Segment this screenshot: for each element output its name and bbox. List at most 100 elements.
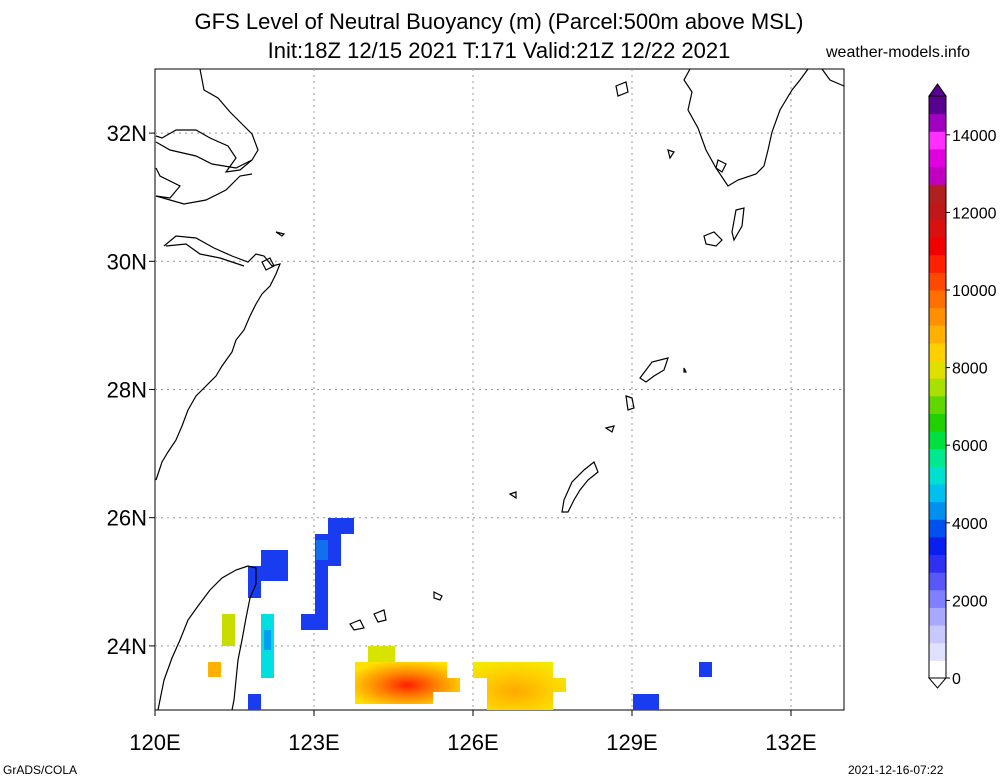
taiwan-coastline	[231, 565, 257, 711]
colorbar-segment	[929, 395, 946, 414]
lon-tick-label: 123E	[288, 730, 339, 755]
colorbar-segment	[929, 254, 946, 273]
colorbar-segment	[929, 96, 946, 115]
colorbar-label: 6000	[952, 438, 988, 455]
field-blob-warm	[473, 662, 566, 710]
colorbar-segment	[929, 431, 946, 450]
field-cell-hot	[368, 646, 395, 662]
japan-coastline	[821, 68, 845, 87]
colorbar-segment	[929, 360, 946, 379]
island	[667, 149, 675, 160]
china-coastline	[155, 68, 259, 173]
colorbar-label: 4000	[952, 516, 988, 533]
colorbar-segment	[929, 536, 946, 556]
island	[703, 231, 723, 247]
island	[683, 367, 687, 373]
colorbar-segment	[929, 660, 946, 679]
colorbar-segment	[929, 589, 946, 608]
timestamp-label: 2021-12-16-07:22	[848, 763, 944, 777]
field-shading	[208, 518, 712, 710]
field-blob-hot	[355, 662, 460, 704]
field-blue	[248, 550, 288, 598]
colorbar-segment	[929, 184, 946, 203]
colorbar-segment	[929, 554, 946, 573]
colorbar-label: 12000	[952, 205, 997, 222]
lat-tick-label: 32N	[107, 121, 147, 146]
credit-label: GrADS/COLA	[3, 763, 78, 777]
colorbar-segment	[929, 148, 946, 168]
colorbar-segment	[929, 342, 946, 362]
island	[604, 425, 615, 433]
chart-title: GFS Level of Neutral Buoyancy (m) (Parce…	[194, 9, 804, 34]
china-coastline	[155, 167, 181, 199]
china-coastline	[155, 235, 281, 481]
field-cell	[264, 630, 271, 650]
island	[561, 461, 599, 513]
colorbar-segment	[929, 607, 946, 626]
island	[731, 207, 745, 242]
colorbar-segment	[929, 325, 946, 344]
china-coastline	[165, 243, 245, 267]
site-label: weather-models.info	[826, 44, 971, 61]
field-blue	[633, 694, 659, 710]
colorbar-segment	[929, 113, 946, 132]
china-coastline	[155, 141, 253, 169]
field-blue	[699, 662, 712, 677]
lat-tick-label: 28N	[107, 378, 147, 403]
island	[275, 231, 286, 237]
colorbar-segment	[929, 519, 946, 538]
colorbar-min-arrow	[927, 677, 948, 689]
island	[373, 609, 387, 623]
lon-tick-label: 126E	[447, 730, 498, 755]
island	[433, 591, 443, 601]
colorbar-segment	[929, 307, 946, 326]
colorbar-label: 14000	[952, 128, 997, 145]
field-cell	[222, 614, 235, 646]
colorbar-label: 2000	[952, 593, 988, 610]
colorbar-segment	[929, 237, 946, 256]
lon-tick-label: 132E	[765, 730, 816, 755]
colorbar-segment	[929, 501, 946, 520]
island	[261, 257, 275, 271]
lat-tick-label: 24N	[107, 634, 147, 659]
colorbar-segment	[929, 625, 946, 644]
colorbar-segment	[929, 272, 946, 291]
lat-tick-label: 26N	[107, 506, 147, 531]
chart-subtitle: Init:18Z 12/15 2021 T:171 Valid:21Z 12/2…	[267, 38, 731, 63]
japan-coastline	[683, 68, 809, 187]
colorbar-segment	[929, 378, 946, 397]
island	[615, 81, 629, 97]
colorbar-label: 8000	[952, 361, 988, 378]
colorbar-label: 0	[952, 671, 961, 688]
colorbar-frame	[928, 95, 947, 679]
field-blue	[248, 694, 261, 710]
lon-tick-label: 120E	[129, 730, 180, 755]
plot-area	[154, 68, 845, 711]
lon-tick-label: 129E	[606, 730, 657, 755]
colorbar-label: 10000	[952, 283, 997, 300]
colorbar-segment	[929, 448, 946, 467]
colorbar-segment	[929, 201, 946, 220]
taiwan-coastline	[157, 565, 249, 711]
colorbar: 0 2000 4000 6000 8000 10000 12000 14000	[927, 83, 997, 689]
colorbar-segment	[929, 290, 946, 309]
colorbar-segment	[929, 131, 946, 150]
colorbar-segment	[929, 166, 946, 185]
lat-tick-label: 30N	[107, 249, 147, 274]
colorbar-segment	[929, 219, 946, 238]
china-coastline	[155, 173, 253, 205]
axes: 120E 123E 126E 129E 132E 32N 30N 28N 26N 24N	[107, 121, 817, 755]
field-cell	[208, 662, 221, 677]
colorbar-segment	[929, 484, 946, 503]
colorbar-segment	[929, 572, 946, 591]
colorbar-max-arrow	[928, 83, 947, 97]
island	[639, 357, 669, 383]
japan-coastline	[715, 159, 727, 173]
island	[508, 491, 517, 500]
coastlines	[155, 68, 845, 711]
island	[625, 395, 635, 411]
field-blue	[301, 518, 354, 646]
colorbar-segment	[929, 466, 946, 485]
colorbar-segment	[929, 413, 946, 432]
